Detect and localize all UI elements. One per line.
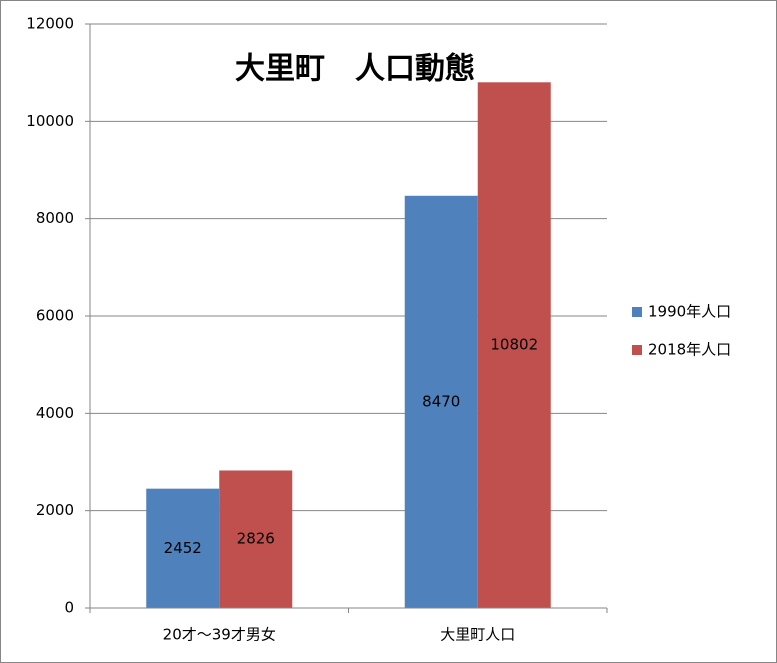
data-label: 2452 — [164, 539, 202, 557]
data-label: 10802 — [490, 336, 538, 354]
data-label: 8470 — [422, 392, 460, 410]
legend-swatch — [632, 307, 642, 317]
bar — [477, 82, 551, 608]
chart-title: 大里町 人口動態 — [235, 52, 475, 87]
legend-swatch — [632, 345, 642, 355]
legend-label: 1990年人口 — [648, 303, 731, 321]
y-tick-label: 2000 — [36, 501, 74, 519]
y-tick-label: 12000 — [26, 15, 74, 33]
y-tick-label: 10000 — [26, 112, 74, 130]
legend-label: 2018年人口 — [648, 341, 731, 359]
bar — [146, 488, 220, 608]
bar — [404, 195, 478, 608]
y-tick-label: 6000 — [36, 307, 74, 325]
x-tick-label: 大里町人口 — [440, 626, 515, 644]
data-label: 2826 — [237, 530, 275, 548]
x-tick-label: 20才～39才男女 — [163, 626, 276, 644]
y-tick-label: 4000 — [36, 404, 74, 422]
y-tick-label: 8000 — [36, 209, 74, 227]
y-tick-label: 0 — [64, 599, 74, 617]
bar — [219, 470, 293, 608]
